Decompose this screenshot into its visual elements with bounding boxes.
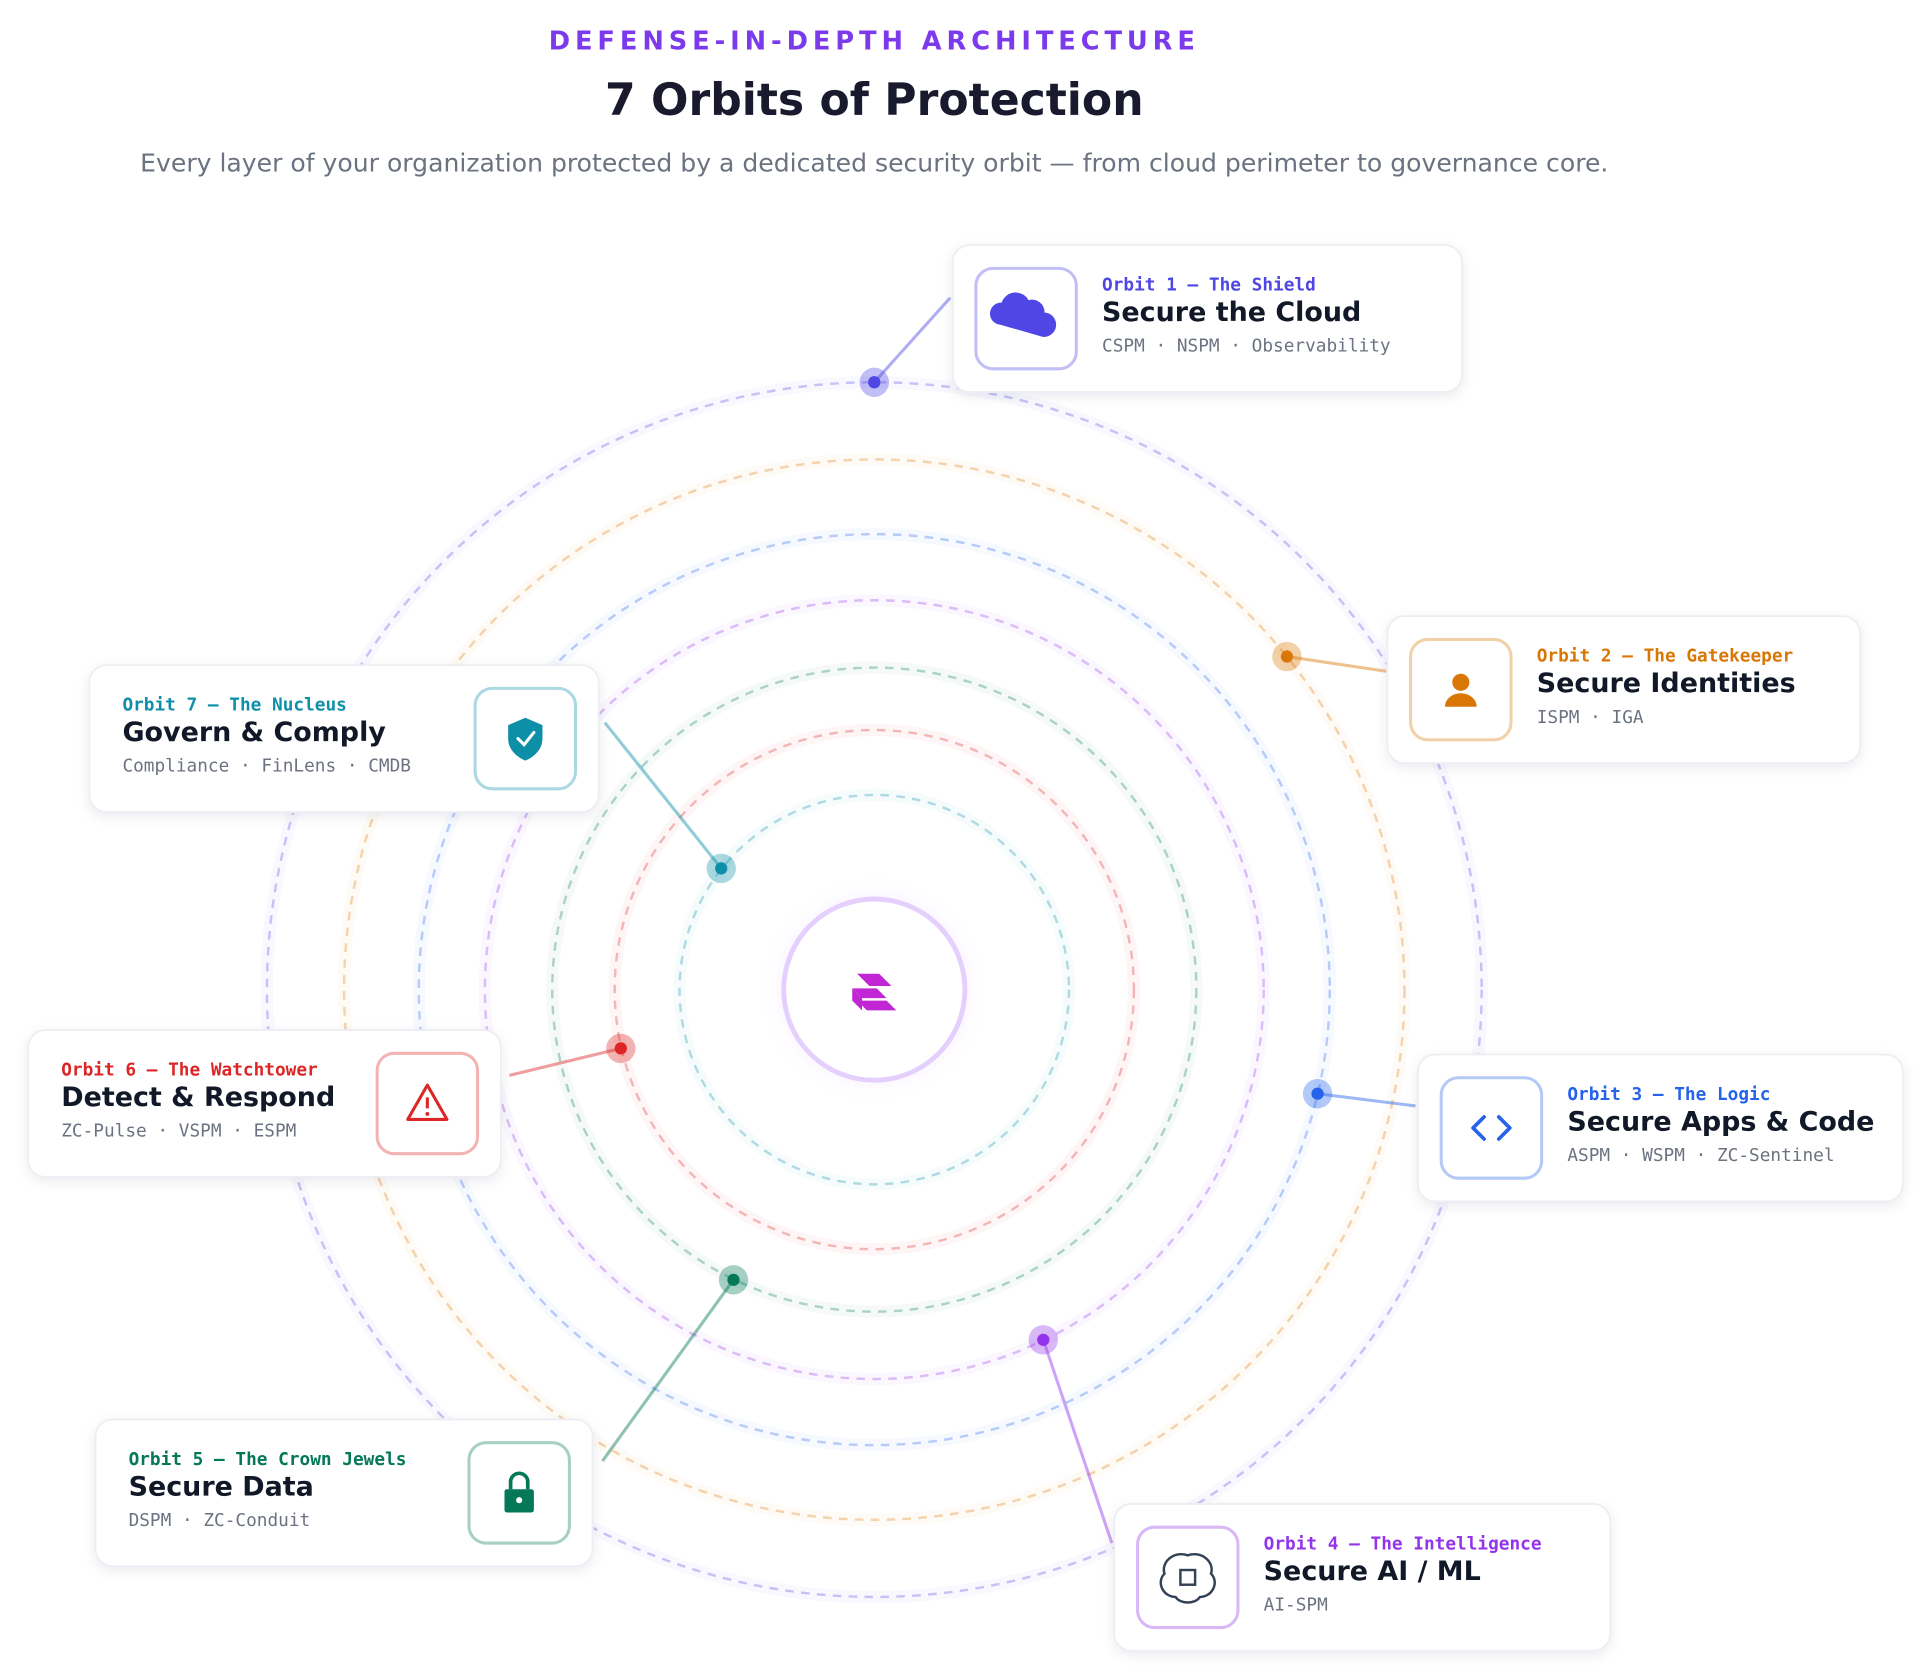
connector xyxy=(509,1046,622,1077)
orbit-tags: AI-SPM xyxy=(1264,1596,1328,1616)
hub xyxy=(757,873,991,1106)
orbit-label: Orbit 1 — The Shield xyxy=(1102,276,1316,296)
eyebrow: DEFENSE-IN-DEPTH ARCHITECTURE xyxy=(549,26,1200,56)
icon-box xyxy=(1439,1076,1544,1180)
orbit-ring-halo xyxy=(337,453,1411,1526)
orbit-tags: ZC-Pulse · VSPM · ESPM xyxy=(61,1122,296,1142)
orbit-ring xyxy=(551,666,1198,1313)
orbit-label: Orbit 6 — The Watchtower xyxy=(61,1060,317,1080)
orbit-tags: ISPM · IGA xyxy=(1537,708,1644,728)
connector xyxy=(1286,655,1387,673)
icon xyxy=(508,717,543,761)
shield-check xyxy=(516,730,536,748)
orbit-title: Detect & Respond xyxy=(61,1082,335,1113)
icon xyxy=(406,1083,449,1121)
orbit-dot xyxy=(868,376,881,389)
subtitle: Every layer of your organization protect… xyxy=(140,148,1608,177)
orbit-title: Govern & Comply xyxy=(122,717,386,748)
icon xyxy=(504,1471,534,1513)
orbit-ring-halo xyxy=(608,723,1140,1256)
orbit-dot xyxy=(1280,650,1294,663)
orbit-ring xyxy=(678,793,1071,1186)
orbit-ring xyxy=(613,728,1136,1251)
warning-triangle xyxy=(406,1083,449,1121)
connector xyxy=(603,721,723,870)
brain-outline xyxy=(1159,1553,1216,1604)
orbit-ring-halo xyxy=(673,788,1076,1191)
connector xyxy=(873,296,952,384)
orbit-label: Orbit 5 — The Crown Jewels xyxy=(129,1450,407,1470)
card-bg xyxy=(1113,1502,1612,1652)
card-bg xyxy=(94,1418,594,1568)
card-bg xyxy=(88,664,600,813)
orbit-dot xyxy=(715,862,728,875)
connector xyxy=(601,1278,735,1462)
page-title: 7 Orbits of Protection xyxy=(605,75,1144,126)
orbit-tags: DSPM · ZC-Conduit xyxy=(129,1511,311,1531)
orbit-title: Secure Data xyxy=(129,1471,314,1502)
connector xyxy=(1041,1339,1114,1544)
orbit-dot xyxy=(1037,1333,1050,1346)
icon xyxy=(1159,1553,1216,1604)
orbit-ring-halo xyxy=(546,661,1203,1318)
rings xyxy=(260,296,1488,1604)
orbit-tags: Compliance · FinLens · CMDB xyxy=(122,757,411,777)
orbit-title: Secure AI / ML xyxy=(1264,1556,1481,1587)
orbit-dot xyxy=(614,1042,627,1055)
cloud-icon xyxy=(989,292,1057,337)
orbit-ring xyxy=(342,458,1406,1522)
orbit-tags: CSPM · NSPM · Observability xyxy=(1102,337,1391,357)
orbit-dot xyxy=(1311,1087,1324,1100)
warning-dot xyxy=(425,1111,430,1116)
icon xyxy=(989,292,1057,337)
orbit-ring-halo xyxy=(478,594,1270,1386)
orbit-ring xyxy=(417,532,1332,1447)
lock-shackle xyxy=(508,1471,530,1490)
orbit-label: Orbit 3 — The Logic xyxy=(1567,1085,1770,1105)
brain-chip xyxy=(1179,1568,1197,1586)
orbit-ring xyxy=(265,381,1483,1599)
card-bg xyxy=(951,244,1463,393)
orbit-title: Secure the Cloud xyxy=(1102,297,1361,328)
orbit-title: Secure Identities xyxy=(1537,668,1796,699)
orbit-label: Orbit 4 — The Intelligence xyxy=(1264,1534,1542,1554)
orbit-title: Secure Apps & Code xyxy=(1567,1107,1874,1138)
orbit-dot xyxy=(727,1273,740,1286)
orbit-ring-halo xyxy=(412,527,1336,1452)
lock-hole xyxy=(516,1497,523,1504)
orbit-tags: ASPM · WSPM · ZC-Sentinel xyxy=(1567,1146,1834,1166)
connector xyxy=(1317,1092,1416,1108)
icon-box xyxy=(1136,1525,1240,1630)
person-body xyxy=(1444,693,1477,707)
person-head xyxy=(1452,673,1470,691)
orbit-ring xyxy=(483,599,1265,1381)
hub-logo xyxy=(852,973,897,1011)
orbit-label: Orbit 7 — The Nucleus xyxy=(122,696,346,716)
icon xyxy=(1471,1115,1512,1141)
orbit-label: Orbit 2 — The Gatekeeper xyxy=(1537,647,1793,667)
code-icon xyxy=(1471,1115,1512,1141)
shield-icon xyxy=(508,717,543,761)
icon xyxy=(1444,673,1477,707)
